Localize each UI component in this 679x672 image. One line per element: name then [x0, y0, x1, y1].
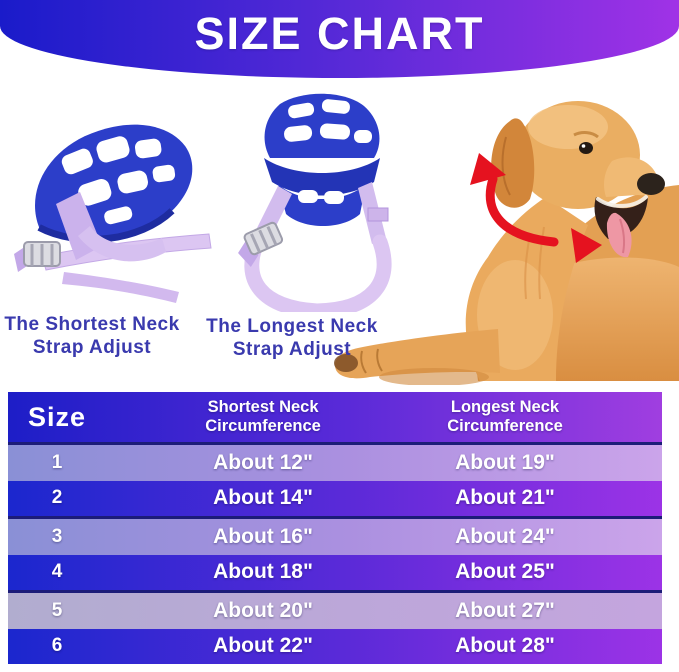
- header-size: Size: [28, 401, 87, 432]
- dog-eye: [579, 142, 593, 154]
- header-longest-neck: Longest Neck Circumference: [447, 398, 563, 435]
- cell-shortest: About 14": [213, 486, 313, 510]
- size-chart-table: Size Shortest Neck Circumference Longest…: [8, 392, 662, 664]
- caption-line: Strap Adjust: [232, 339, 352, 360]
- dog-ear: [491, 118, 535, 208]
- cell-longest: About 27": [455, 598, 555, 622]
- cell-longest: About 19": [455, 450, 555, 474]
- banner: SIZE CHART: [0, 0, 679, 78]
- buckle: [238, 221, 284, 268]
- cell-shortest: About 20": [213, 598, 313, 622]
- dog-tongue: [606, 212, 632, 258]
- caption-longest-strap: The Longest Neck Strap Adjust: [202, 315, 382, 361]
- cell-longest: About 24": [455, 524, 555, 548]
- table-header-row: Size Shortest Neck Circumference Longest…: [8, 392, 662, 442]
- muzzle-basket: [35, 124, 193, 243]
- dog-paw: [334, 329, 500, 379]
- cell-shortest: About 12": [213, 450, 313, 474]
- muzzle-basket: [264, 93, 380, 226]
- cell-size: 1: [51, 451, 63, 473]
- caption-line: Strap Adjust: [32, 337, 152, 358]
- caption-line: The Shortest Neck: [4, 314, 180, 335]
- cell-size: 3: [51, 525, 63, 547]
- long-strap-loop: [244, 232, 392, 312]
- muzzle-longest-strap-image: [238, 93, 392, 312]
- table-row: 1 About 12" About 19": [8, 442, 662, 481]
- table-row: 6 About 22" About 28": [8, 628, 662, 664]
- cell-size: 5: [51, 599, 63, 621]
- table-row: 2 About 14" About 21": [8, 480, 662, 516]
- caption-line: The Longest Neck: [206, 316, 378, 337]
- table-row: 5 About 20" About 27": [8, 590, 662, 629]
- cell-size: 2: [51, 487, 63, 509]
- header-shortest-neck: Shortest Neck Circumference: [205, 398, 321, 435]
- neck-measure-arrow-icon: [470, 153, 602, 263]
- caption-shortest-strap: The Shortest Neck Strap Adjust: [2, 313, 182, 359]
- cell-size: 6: [51, 635, 63, 657]
- dog-nose: [637, 173, 665, 195]
- cell-longest: About 25": [455, 560, 555, 584]
- page-title: SIZE CHART: [194, 8, 485, 59]
- cell-shortest: About 18": [213, 560, 313, 584]
- cell-shortest: About 22": [213, 634, 313, 658]
- table-row: 3 About 16" About 24": [8, 516, 662, 555]
- dog-photo: [334, 101, 679, 385]
- cell-longest: About 21": [455, 486, 555, 510]
- cell-shortest: About 16": [213, 524, 313, 548]
- table-row: 4 About 18" About 25": [8, 554, 662, 590]
- buckle: [14, 241, 61, 272]
- cell-size: 4: [51, 561, 63, 583]
- cell-longest: About 28": [455, 634, 555, 658]
- muzzle-shortest-strap-image: [14, 124, 212, 303]
